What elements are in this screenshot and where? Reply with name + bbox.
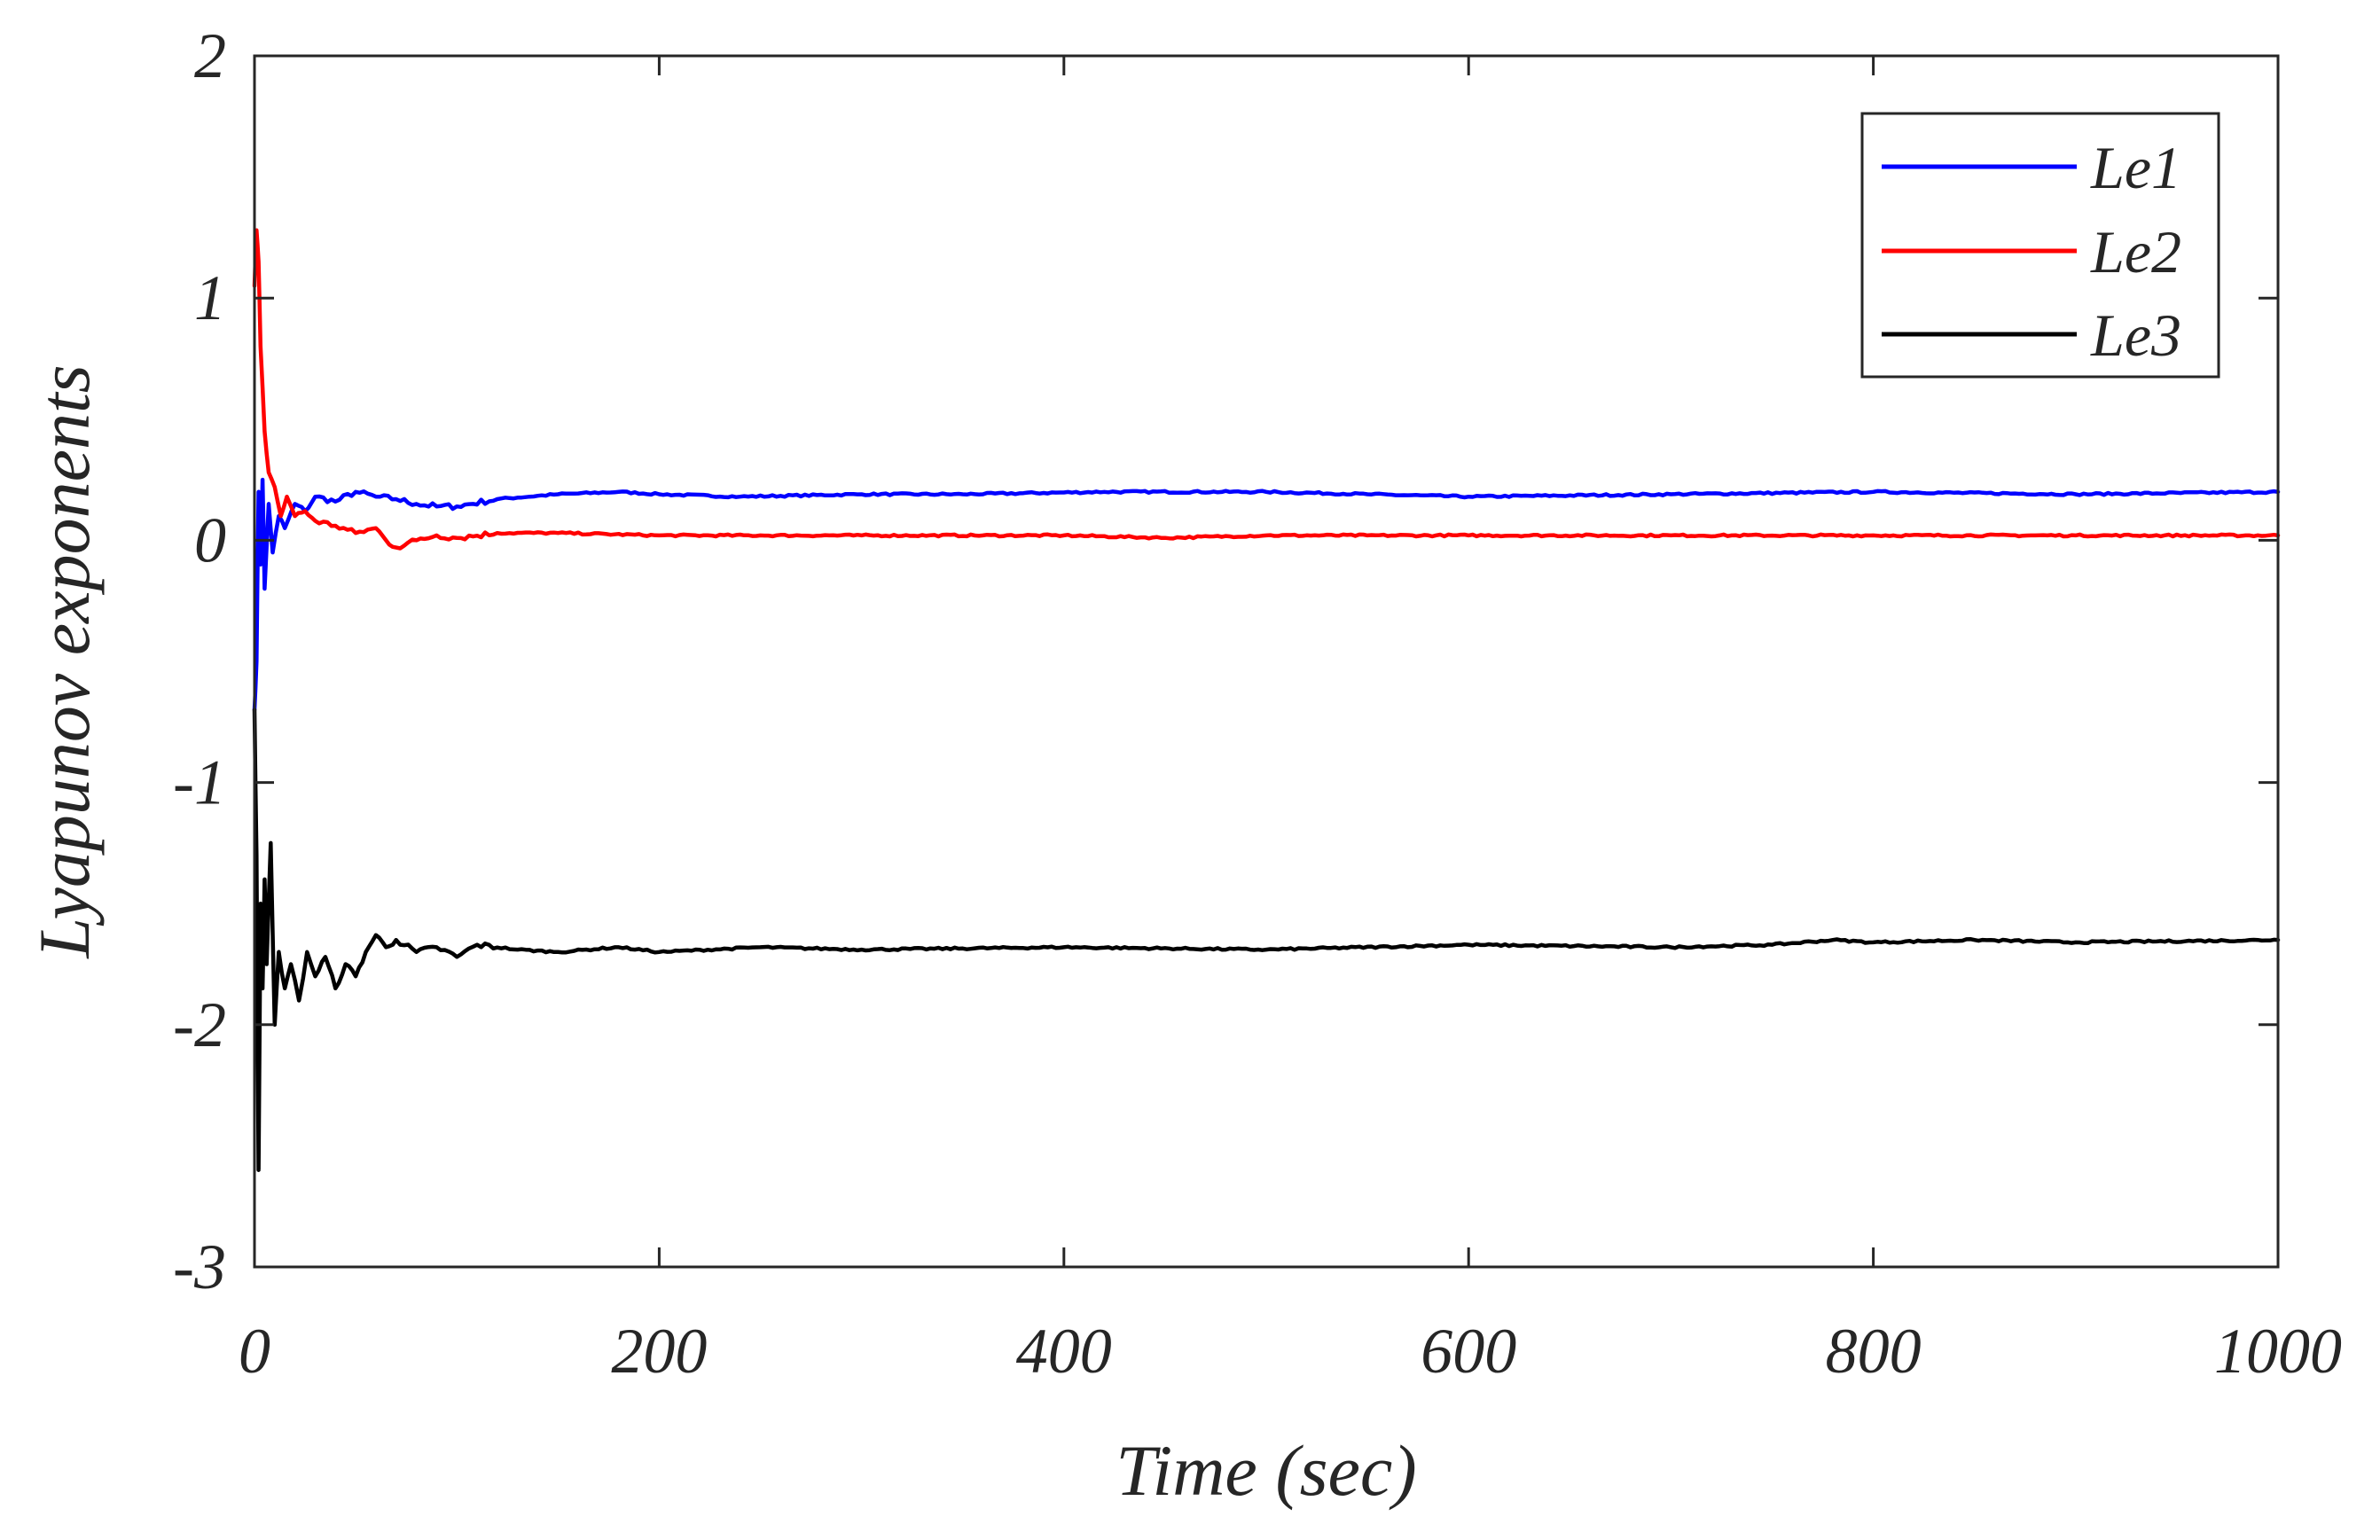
y-tick-label: -2 [173, 989, 226, 1060]
y-tick-label: -1 [173, 747, 226, 818]
x-tick-label: 200 [611, 1316, 707, 1387]
series-line-le2 [252, 228, 2281, 551]
legend-label-le2: Le2 [2090, 218, 2181, 285]
x-tick-label: 1000 [2214, 1316, 2342, 1387]
x-tick-label: 800 [1826, 1316, 1922, 1387]
y-axis-label: Lyapunov exponents [24, 364, 105, 958]
series-line-le1 [252, 477, 2281, 712]
y-tick-label: 0 [194, 504, 226, 575]
plot-frame [253, 54, 2280, 1269]
y-tick-label: 1 [194, 262, 226, 333]
x-tick-label: 0 [239, 1316, 270, 1387]
ticks-layer [253, 54, 2280, 1269]
legend: Le1 Le2 Le3 [1860, 112, 2220, 379]
x-axis-label: Time (sec) [1116, 1430, 1416, 1511]
x-tick-label: 400 [1016, 1316, 1112, 1387]
x-tick-label: 600 [1421, 1316, 1516, 1387]
y-tick-label: 2 [194, 20, 226, 91]
legend-label-le3: Le3 [2090, 301, 2181, 369]
y-tick-label: -3 [173, 1231, 226, 1302]
legend-label-le1: Le1 [2090, 134, 2181, 201]
series-layer [252, 228, 2281, 1172]
series-line-le3 [252, 707, 2281, 1172]
tick-labels: 0 200 400 600 800 1000 -3 -2 -1 0 1 2 [173, 20, 2342, 1387]
